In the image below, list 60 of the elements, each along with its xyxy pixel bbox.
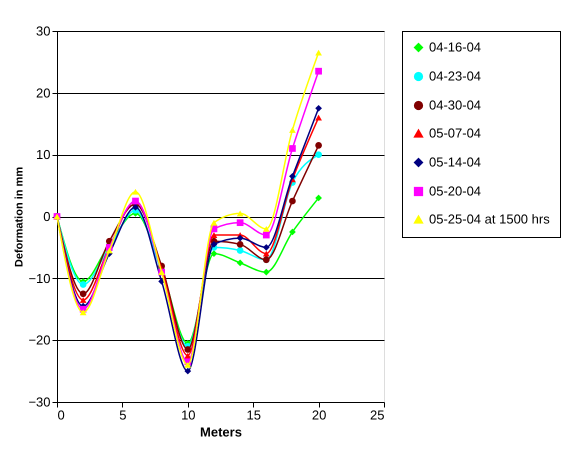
point	[262, 226, 270, 232]
point	[132, 204, 139, 211]
point	[210, 220, 218, 226]
x-axis-title: Meters	[200, 424, 242, 440]
point	[210, 240, 218, 248]
point	[289, 198, 296, 204]
point	[236, 260, 244, 266]
point	[132, 188, 139, 195]
legend-label: 05-14-04	[429, 154, 482, 170]
point	[80, 281, 87, 288]
y-tick-label: −10	[28, 270, 50, 286]
point	[289, 145, 296, 152]
point	[184, 352, 192, 359]
point	[236, 210, 244, 216]
legend-label: 04-16-04	[429, 40, 482, 54]
point	[315, 194, 322, 202]
y-tick-label: −20	[28, 332, 50, 348]
x-tick-label: 5	[119, 408, 127, 422]
legend-label: 05-20-04	[429, 184, 482, 198]
point	[210, 232, 218, 238]
point	[236, 219, 244, 226]
legend-label: 04-30-04	[429, 98, 482, 112]
point	[315, 114, 322, 120]
legend-label: 05-25-04 at 1500 hrs	[429, 212, 550, 226]
point	[289, 172, 296, 180]
x-tick-label: 25	[370, 408, 384, 422]
point	[315, 142, 322, 149]
y-tick-label: −30	[28, 394, 50, 410]
point	[315, 50, 322, 56]
point	[80, 297, 87, 303]
legend-label: 05-07-04	[429, 126, 482, 140]
point	[80, 290, 87, 298]
point	[315, 68, 322, 75]
x-tick-label: 15	[246, 408, 261, 422]
point	[80, 309, 87, 316]
x-tick-label: 0	[58, 408, 65, 422]
point	[289, 228, 296, 236]
y-tick-label: 0	[43, 209, 50, 224]
point	[210, 250, 218, 257]
x-tick-label: 10	[181, 408, 196, 422]
y-tick-label: 20	[36, 85, 50, 100]
point	[315, 151, 322, 158]
point	[184, 346, 192, 353]
point	[289, 127, 296, 133]
y-axis-title: Deformation in mm	[13, 166, 26, 268]
point	[262, 268, 270, 276]
point	[236, 247, 244, 254]
y-tick-label: 30	[36, 24, 50, 38]
point	[184, 362, 192, 368]
x-tick-label: 20	[312, 408, 326, 422]
point	[315, 104, 322, 112]
point	[184, 368, 192, 374]
y-tick-label: 10	[36, 147, 50, 162]
point	[262, 244, 270, 251]
legend-label: 04-23-04	[429, 68, 482, 84]
point	[262, 250, 270, 257]
point	[262, 232, 270, 238]
point	[106, 248, 113, 254]
point	[236, 234, 244, 242]
point	[236, 240, 244, 248]
